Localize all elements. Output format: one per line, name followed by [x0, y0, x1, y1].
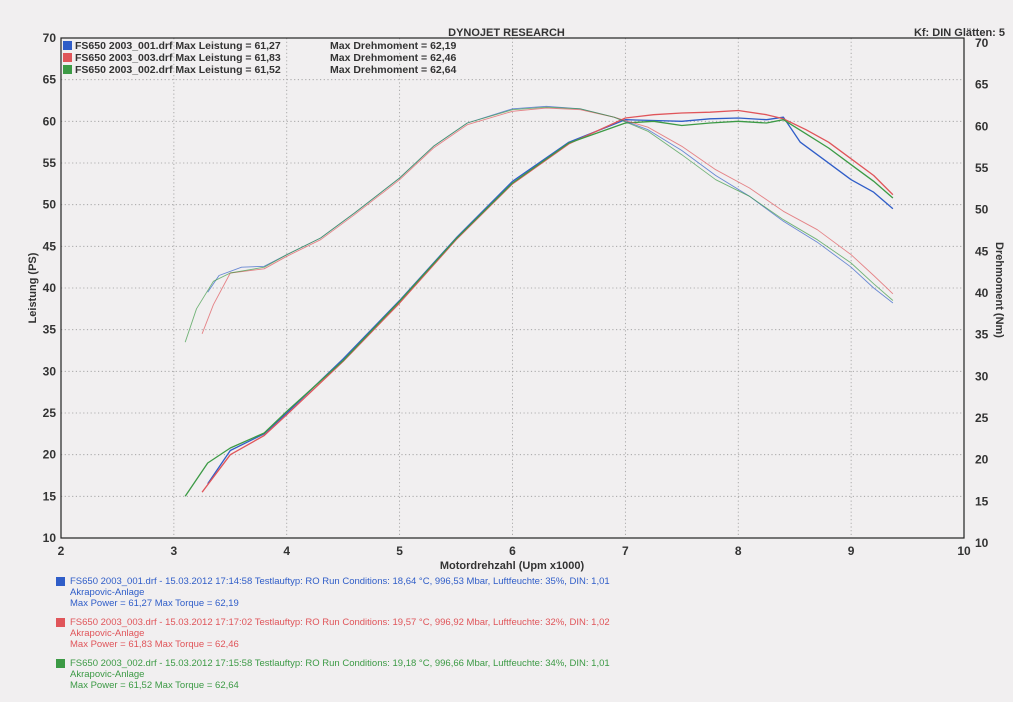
x-tick-label: 8 [735, 544, 742, 558]
x-tick-label: 3 [171, 544, 178, 558]
y-tick-label-right: 45 [975, 244, 989, 258]
y-tick-label-left: 35 [43, 323, 57, 337]
x-tick-label: 9 [848, 544, 855, 558]
run-info-line3: Max Power = 61,83 Max Torque = 62,46 [70, 639, 239, 650]
legend-swatch [63, 41, 72, 50]
chart-legend: FS650 2003_001.drf Max Leistung = 61,27 M… [63, 40, 457, 76]
y-tick-label-right: 15 [975, 494, 989, 508]
y-tick-label-right: 30 [975, 369, 989, 383]
y-tick-label-right: 70 [975, 36, 989, 50]
x-tick-label: 10 [957, 544, 971, 558]
y-tick-label-left: 25 [43, 406, 57, 420]
run-info-line2: Akrapovic-Anlage [70, 628, 145, 639]
x-axis-label: Motordrehzahl (Upm x1000) [440, 560, 585, 572]
y-tick-label-left: 30 [43, 364, 57, 378]
y-tick-label-left: 60 [43, 114, 57, 128]
run-color-swatch [56, 577, 65, 586]
y-tick-label-right: 10 [975, 536, 989, 550]
x-tick-label: 4 [283, 544, 290, 558]
y-tick-label-right: 55 [975, 161, 989, 175]
x-tick-label: 6 [509, 544, 516, 558]
y-tick-label-right: 40 [975, 286, 989, 300]
y-tick-label-left: 55 [43, 156, 57, 170]
y-tick-label-left: 50 [43, 198, 57, 212]
legend-swatch [63, 65, 72, 74]
x-tick-label: 5 [396, 544, 403, 558]
y-tick-label-right: 60 [975, 119, 989, 133]
y-tick-label-left: 45 [43, 239, 57, 253]
run-info-item: FS650 2003_002.drf - 15.03.2012 17:15:58… [56, 658, 956, 691]
y-axis-label-left: Leistung (PS) [27, 252, 39, 323]
legend-entry-power: FS650 2003_003.drf Max Leistung = 61,83 [75, 52, 281, 64]
y-tick-label-left: 15 [43, 489, 57, 503]
run-info-line2: Akrapovic-Anlage [70, 587, 145, 598]
y-tick-label-left: 10 [43, 531, 57, 545]
run-info-item: FS650 2003_001.drf - 15.03.2012 17:14:58… [56, 576, 956, 609]
report-title: DYNOJET RESEARCH [448, 27, 565, 39]
x-tick-label: 7 [622, 544, 629, 558]
y-tick-label-right: 65 [975, 78, 989, 92]
legend-entry-torque: Max Drehmoment = 62,64 [330, 64, 457, 76]
series-line-power-1 [207, 116, 894, 485]
legend-entry-torque: Max Drehmoment = 62,19 [330, 40, 457, 52]
y-tick-label-right: 50 [975, 203, 989, 217]
legend-swatch [63, 53, 72, 62]
run-color-swatch [56, 618, 65, 627]
report-settings: Kf: DIN Glätten: 5 [913, 27, 1005, 39]
series-line-power-3 [184, 119, 894, 497]
y-tick-label-right: 35 [975, 328, 989, 342]
run-info-line3: Max Power = 61,27 Max Torque = 62,19 [70, 598, 239, 609]
run-info-line1: FS650 2003_001.drf - 15.03.2012 17:14:58… [70, 576, 610, 587]
legend-entry-power: FS650 2003_002.drf Max Leistung = 61,52 [75, 64, 281, 76]
y-tick-label-left: 40 [43, 281, 57, 295]
y-tick-label-right: 25 [975, 411, 989, 425]
y-tick-label-left: 65 [43, 73, 57, 87]
legend-entry-power: FS650 2003_001.drf Max Leistung = 61,27 [75, 40, 281, 52]
plot-frame [60, 37, 965, 539]
grid [60, 37, 965, 539]
y-tick-label-left: 20 [43, 448, 57, 462]
y-tick-label-right: 20 [975, 453, 989, 467]
run-info-line1: FS650 2003_002.drf - 15.03.2012 17:15:58… [70, 658, 610, 669]
run-info-line3: Max Power = 61,52 Max Torque = 62,64 [70, 680, 239, 691]
run-info-legend: FS650 2003_001.drf - 15.03.2012 17:14:58… [56, 576, 956, 699]
legend-entry-torque: Max Drehmoment = 62,46 [330, 52, 457, 64]
run-color-swatch [56, 659, 65, 668]
y-tick-label-left: 70 [43, 31, 57, 45]
series-line-torque-2 [201, 107, 894, 334]
series-line-power-2 [201, 109, 894, 493]
tick-labels: 2 3 4 5 6 7 8 9 10101520253035404550556065701015… [43, 31, 989, 558]
dyno-chart: 2 3 4 5 6 7 8 9 10101520253035404550556065701015… [27, 31, 1005, 572]
series-line-torque-3 [184, 106, 894, 343]
run-info-line1: FS650 2003_003.drf - 15.03.2012 17:17:02… [70, 617, 610, 628]
series-lines [184, 105, 894, 497]
run-info-line2: Akrapovic-Anlage [70, 669, 145, 680]
x-tick-label: 2 [58, 544, 65, 558]
y-axis-label-right: Drehmoment (Nm) [993, 242, 1005, 338]
run-info-item: FS650 2003_003.drf - 15.03.2012 17:17:02… [56, 617, 956, 650]
